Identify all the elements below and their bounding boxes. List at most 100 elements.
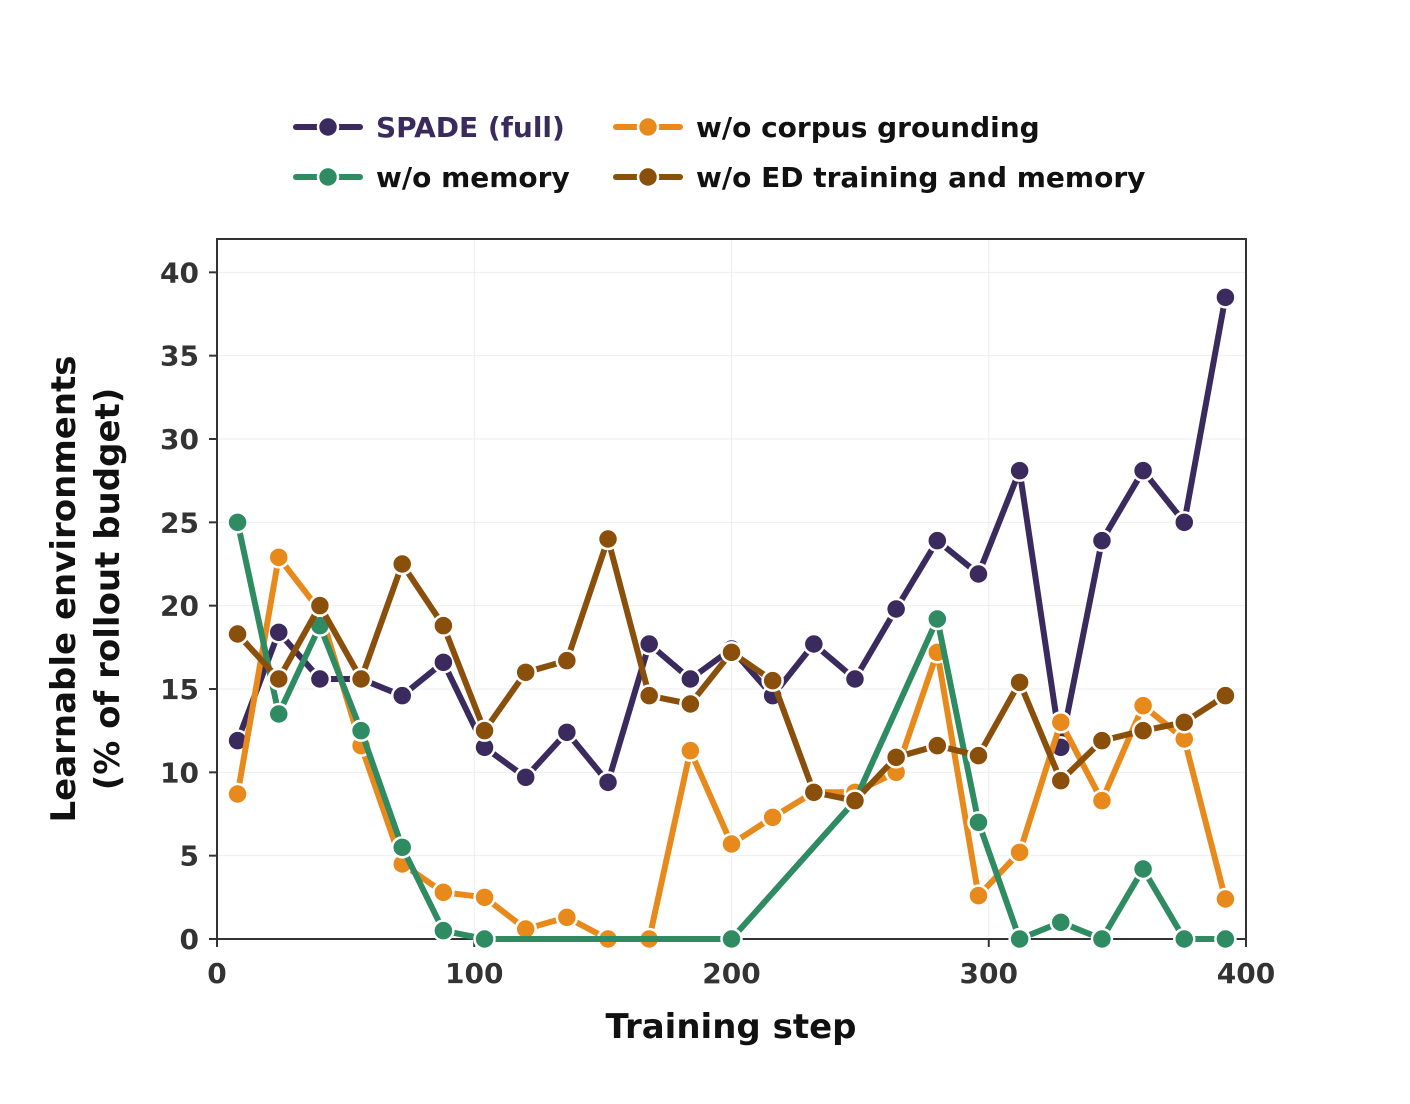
data-point — [967, 884, 990, 907]
legend-swatch-marker — [636, 115, 660, 139]
legend-label: w/o corpus grounding — [696, 111, 1040, 144]
y-tick-label: 10 — [160, 756, 199, 789]
data-point — [1131, 857, 1155, 881]
data-point — [267, 621, 290, 644]
data-point — [679, 739, 702, 762]
data-point — [967, 562, 990, 586]
data-point — [884, 597, 908, 621]
data-point — [308, 594, 332, 617]
data-point — [637, 632, 661, 656]
y-tick-label: 35 — [160, 340, 199, 373]
series-3 — [226, 527, 1237, 812]
data-point — [884, 746, 908, 769]
x-axis-title: Training step — [606, 1007, 857, 1047]
data-point — [1131, 694, 1155, 717]
data-point — [1214, 927, 1237, 951]
data-point — [555, 906, 579, 929]
data-point — [1049, 769, 1073, 792]
data-point — [1090, 927, 1114, 951]
data-point — [720, 927, 743, 951]
data-point — [1214, 887, 1237, 911]
data-point — [555, 721, 579, 744]
y-axis-title-line2: (% of rollout budget) — [88, 388, 128, 791]
legend-entry: w/o corpus grounding — [613, 111, 1040, 144]
y-axis-title: Learnable environments (% of rollout bud… — [44, 355, 128, 822]
data-point — [514, 766, 537, 789]
series-1 — [226, 546, 1237, 951]
data-point — [432, 881, 455, 904]
data-point — [1214, 684, 1237, 707]
data-point — [1049, 911, 1073, 934]
data-point — [1131, 459, 1155, 482]
data-point — [1173, 711, 1196, 734]
data-point — [1090, 529, 1114, 552]
data-point — [390, 684, 414, 707]
y-tick-label: 15 — [160, 673, 199, 706]
x-tick-label: 400 — [1217, 957, 1275, 990]
series-layer — [226, 286, 1237, 951]
legend-label: w/o memory — [376, 161, 570, 194]
data-point — [843, 789, 867, 812]
data-point — [432, 919, 455, 942]
data-point — [555, 649, 579, 672]
data-point — [1049, 711, 1073, 734]
x-tick-label: 0 — [207, 957, 226, 990]
data-point — [596, 527, 620, 551]
data-point — [679, 667, 702, 691]
data-point — [967, 811, 990, 834]
data-point — [926, 734, 949, 757]
data-point — [226, 511, 249, 534]
data-point — [267, 667, 290, 691]
data-point — [720, 832, 743, 856]
legend-swatch-marker — [636, 165, 660, 189]
data-point — [802, 781, 826, 804]
data-point — [432, 651, 455, 674]
data-point — [1008, 459, 1031, 482]
data-point — [1090, 729, 1114, 752]
y-axis-title-line1: Learnable environments — [44, 355, 84, 822]
legend-label: SPADE (full) — [376, 111, 565, 144]
legend-swatch-marker — [316, 165, 340, 189]
ticks: 0 100 200 300 400 0 5 10 15 20 25 30 35 40 — [160, 256, 1275, 990]
legend: SPADE (full) w/o corpus grounding w/o memo… — [293, 111, 1145, 194]
data-point — [1008, 927, 1031, 951]
data-point — [1173, 927, 1196, 951]
y-tick-label: 0 — [180, 923, 199, 956]
x-tick-label: 100 — [445, 957, 503, 990]
x-tick-label: 200 — [702, 957, 760, 990]
data-point — [967, 744, 990, 767]
legend-label: w/o ED training and memory — [696, 161, 1145, 194]
data-point — [349, 719, 373, 742]
data-point — [473, 719, 496, 742]
data-point — [1008, 841, 1031, 864]
data-point — [473, 886, 496, 909]
data-point — [926, 607, 949, 631]
legend-swatch-marker — [316, 115, 340, 139]
data-point — [1173, 511, 1196, 534]
legend-entry: SPADE (full) — [293, 111, 565, 144]
data-point — [1090, 789, 1114, 812]
data-point — [349, 667, 373, 691]
data-point — [761, 806, 784, 829]
data-point — [761, 669, 784, 692]
data-point — [802, 632, 826, 656]
data-point — [267, 702, 290, 726]
y-tick-label: 25 — [160, 506, 199, 539]
data-point — [390, 552, 414, 576]
data-point — [267, 546, 290, 569]
data-point — [637, 684, 661, 707]
legend-entry: w/o ED training and memory — [613, 161, 1145, 194]
data-point — [226, 782, 249, 806]
data-point — [1131, 719, 1155, 742]
data-point — [514, 661, 537, 684]
y-tick-label: 20 — [160, 590, 199, 623]
y-tick-label: 5 — [180, 840, 199, 873]
data-point — [390, 836, 414, 859]
data-point — [926, 529, 949, 552]
data-point — [1008, 671, 1031, 694]
data-point — [308, 667, 332, 691]
data-point — [1214, 286, 1237, 309]
data-point — [432, 614, 455, 637]
data-point — [843, 667, 867, 691]
